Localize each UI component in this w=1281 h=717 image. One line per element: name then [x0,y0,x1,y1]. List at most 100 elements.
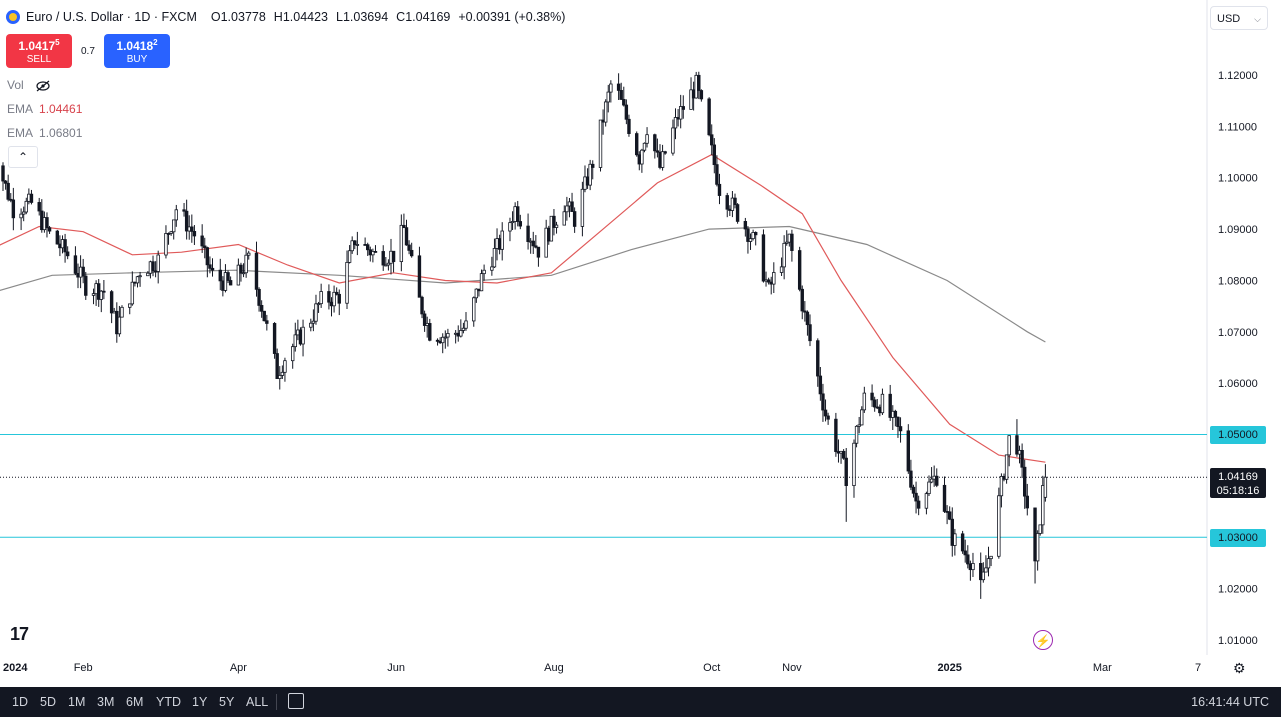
candle-body [275,353,279,379]
candle [3,180,8,190]
candle [203,237,207,259]
candle [169,230,173,236]
lightning-icon[interactable]: ⚡ [1033,630,1053,650]
candle-body [733,197,737,205]
candle [549,215,554,242]
candle-body [911,486,916,494]
ema-fast-indicator[interactable]: EMA 1.04461 [7,102,82,116]
candle [6,174,10,202]
candle [906,424,911,474]
candle-body [673,117,678,129]
candle-body [935,475,939,486]
candle-body [997,495,1001,557]
candle [334,287,339,296]
candle-body [715,164,719,185]
ema-slow-indicator[interactable]: EMA 1.06801 [7,126,82,140]
eye-off-icon[interactable] [35,80,51,92]
candle-body [109,291,114,314]
range-all[interactable]: ALL [246,695,269,709]
open-label: O [210,10,221,24]
candle [399,214,404,272]
candle-body [443,336,448,339]
candle [635,131,639,157]
candle [371,248,375,263]
candle-body [544,227,548,258]
candle [872,396,877,412]
level-low-tag: 1.03000 [1210,529,1266,547]
candle [516,200,520,227]
candle-body [953,533,957,546]
candle-body [1015,435,1019,455]
candle [490,256,494,276]
currency-select[interactable]: USD ⌵ [1210,6,1268,30]
price-chart[interactable]: 1.01000 1.02000 1.06000 1.07000 1.08000 1.090… [0,0,1281,687]
vol-indicator[interactable]: Vol [7,78,51,92]
candle [241,263,246,278]
candle [697,71,701,100]
range-6m[interactable]: 6M [126,695,144,709]
candle-body [963,550,967,556]
candle-body [151,261,155,272]
range-1d[interactable]: 1D [12,695,28,709]
candle [821,383,825,422]
candle [880,388,885,415]
candle-body [619,90,623,100]
candle-body [492,248,497,268]
candle [257,287,261,312]
candle [1022,459,1027,509]
sell-button[interactable]: 1.04175 SELL [6,34,72,68]
candle [645,127,649,148]
candle-body [174,209,179,221]
candle [37,197,41,216]
calendar-icon[interactable] [288,693,304,709]
range-ytd[interactable]: YTD [156,695,181,709]
candle-body [332,291,336,307]
candle-body [500,230,504,250]
range-5d[interactable]: 5D [40,695,56,709]
candle [474,288,479,303]
candle [971,552,975,577]
candle [570,192,574,212]
candle-body [37,202,41,212]
candle [989,555,993,567]
tradingview-logo[interactable]: 17 [10,624,29,644]
symbol-title[interactable]: Euro / U.S. Dollar · 1D · FXCM [26,10,197,24]
candle-body [562,211,566,226]
range-5y[interactable]: 5Y [219,695,235,709]
last-price-tag: 1.04169 05:18:16 [1210,468,1266,498]
candle-body [182,209,186,212]
candle [860,406,864,426]
candle-body [616,83,621,91]
candle-body [712,144,717,166]
candle-body [203,245,207,249]
buy-button[interactable]: 1.04182 BUY [104,34,170,68]
y-tick-label: 1.02000 [1218,584,1258,596]
candle [746,226,750,254]
candle-body [226,272,230,281]
candle [84,271,88,300]
range-1y[interactable]: 1Y [192,695,208,709]
candle [446,328,450,347]
candle [603,99,608,127]
candle [834,412,838,457]
range-3m[interactable]: 3M [97,695,115,709]
candle-body [818,375,823,395]
y-tick-label: 1.09000 [1218,224,1258,236]
candle-body [1035,533,1040,562]
gear-icon[interactable]: ⚙ [1233,660,1246,676]
candle-body [278,375,282,379]
candle [544,219,548,258]
range-1m[interactable]: 1M [68,695,86,709]
candle [190,214,194,243]
chevron-up-icon: ⌃ [17,150,29,164]
collapse-legend-button[interactable]: ⌃ [8,146,38,168]
candle [963,539,967,563]
candle [443,330,448,349]
candle [986,546,991,577]
utc-clock[interactable]: 16:41:44 UTC [1191,695,1269,709]
candle-body [236,264,241,286]
candle-body [960,533,965,552]
candle-body [927,481,931,495]
candle-body [1038,524,1042,534]
candle-body [880,393,885,414]
